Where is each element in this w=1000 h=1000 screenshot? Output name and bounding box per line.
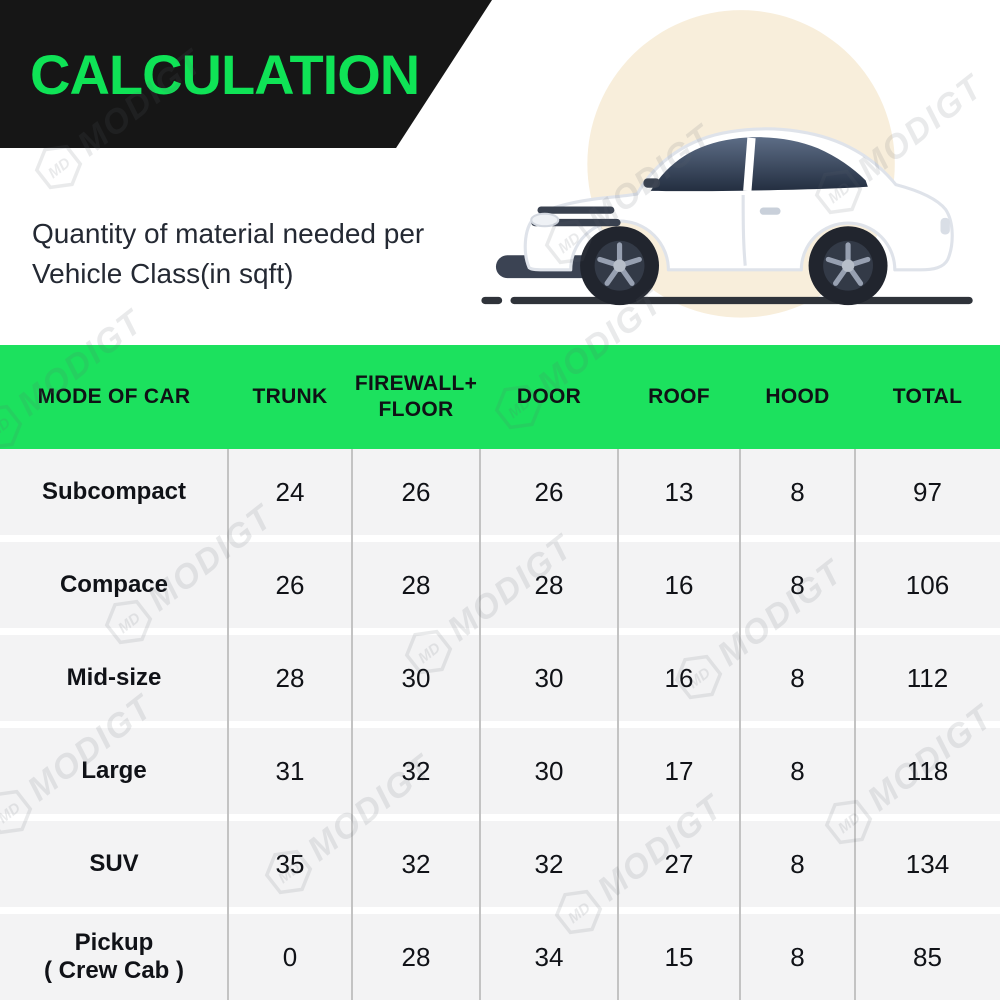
column-divider — [739, 449, 741, 1000]
cell-total: 112 — [906, 662, 949, 693]
row-label: Large — [81, 756, 147, 784]
door-handle — [759, 207, 781, 215]
side-mirror — [643, 178, 661, 188]
cell-hood: 8 — [790, 662, 805, 693]
col-header-door: DOOR — [516, 384, 582, 408]
table-row-subcompact: Subcompact 24 26 26 13 8 97 — [0, 449, 1000, 535]
table-row-large: Large 31 32 30 17 8 118 — [0, 728, 1000, 814]
subtitle-line1: Quantity of material needed per — [32, 218, 425, 249]
cell-roof: 17 — [664, 755, 694, 786]
col-header-firewall-floor: FIREWALL+ FLOOR — [354, 371, 478, 421]
banner: CALCULATION — [0, 0, 492, 148]
cell-door: 30 — [534, 662, 564, 693]
column-divider — [351, 449, 353, 1000]
row-label: SUV — [89, 849, 139, 877]
cell-firewall-floor: 30 — [401, 662, 431, 693]
headlight — [530, 212, 560, 228]
col-header-mode: MODE OF CAR — [37, 384, 191, 408]
cell-trunk: 26 — [275, 569, 305, 600]
cell-total: 85 — [913, 941, 942, 972]
hood-stripe — [537, 206, 615, 214]
b-pillar — [743, 137, 756, 192]
table-row-mid-size: Mid-size 28 30 30 16 8 112 — [0, 635, 1000, 721]
table-row-pickup-crew-cab: Pickup ( Crew Cab ) 0 28 34 15 8 85 — [0, 914, 1000, 1000]
cell-door: 34 — [534, 941, 564, 972]
cell-total: 134 — [905, 848, 950, 879]
col-header-hood: HOOD — [765, 384, 830, 408]
table-header: MODE OF CAR TRUNK FIREWALL+ FLOOR DOOR R… — [0, 345, 1000, 449]
row-label: Subcompact — [41, 477, 187, 505]
column-divider — [227, 449, 229, 1000]
row-label: Pickup ( Crew Cab ) — [43, 928, 184, 984]
cell-trunk: 28 — [275, 662, 305, 693]
cell-hood: 8 — [790, 569, 805, 600]
cell-roof: 16 — [664, 662, 694, 693]
subtitle: Quantity of material needed per Vehicle … — [32, 214, 424, 294]
rear-wheel — [808, 226, 888, 306]
cell-total: 106 — [905, 569, 950, 600]
page-title: CALCULATION — [30, 42, 420, 106]
column-divider — [479, 449, 481, 1000]
col-header-total: TOTAL — [892, 384, 963, 408]
row-label: Compace — [59, 570, 169, 598]
car-illustration — [478, 6, 1000, 328]
car-svg — [481, 10, 973, 318]
col-header-roof: ROOF — [648, 384, 710, 408]
data-table: Subcompact 24 26 26 13 8 97 Compace 26 2… — [0, 449, 1000, 1000]
cell-firewall-floor: 32 — [401, 848, 431, 879]
cell-door: 32 — [534, 848, 564, 879]
cell-door: 26 — [534, 476, 564, 507]
cell-firewall-floor: 26 — [401, 476, 431, 507]
column-divider — [617, 449, 619, 1000]
svg-text:MD: MD — [45, 154, 74, 182]
cell-total: 118 — [906, 755, 949, 786]
col-header-trunk: TRUNK — [252, 384, 328, 408]
ground-shadow — [510, 296, 973, 305]
cell-firewall-floor: 28 — [401, 941, 431, 972]
cell-roof: 15 — [664, 941, 694, 972]
cell-hood: 8 — [790, 848, 805, 879]
cell-door: 28 — [534, 569, 564, 600]
subtitle-line2: Vehicle Class(in sqft) — [32, 257, 294, 289]
door-line — [741, 195, 747, 266]
front-wheel — [580, 226, 660, 306]
car-windows — [650, 137, 868, 192]
cell-roof: 27 — [664, 848, 694, 879]
ground-shadow-small — [481, 296, 503, 305]
cell-door: 30 — [534, 755, 564, 786]
cell-roof: 16 — [664, 569, 694, 600]
cell-total: 97 — [913, 476, 942, 507]
cell-hood: 8 — [790, 476, 805, 507]
cell-trunk: 35 — [275, 848, 305, 879]
column-divider — [854, 449, 856, 1000]
cell-trunk: 24 — [275, 476, 305, 507]
table-row-compace: Compace 26 28 28 16 8 106 — [0, 542, 1000, 628]
cell-hood: 8 — [790, 755, 805, 786]
cell-hood: 8 — [790, 941, 805, 972]
table-row-suv: SUV 35 32 32 27 8 134 — [0, 821, 1000, 907]
cell-trunk: 0 — [282, 941, 298, 972]
cell-firewall-floor: 28 — [401, 569, 431, 600]
tail-light — [940, 217, 950, 235]
cell-firewall-floor: 32 — [401, 755, 431, 786]
row-label: Mid-size — [66, 663, 162, 691]
cell-roof: 13 — [664, 476, 694, 507]
cell-trunk: 31 — [275, 755, 305, 786]
